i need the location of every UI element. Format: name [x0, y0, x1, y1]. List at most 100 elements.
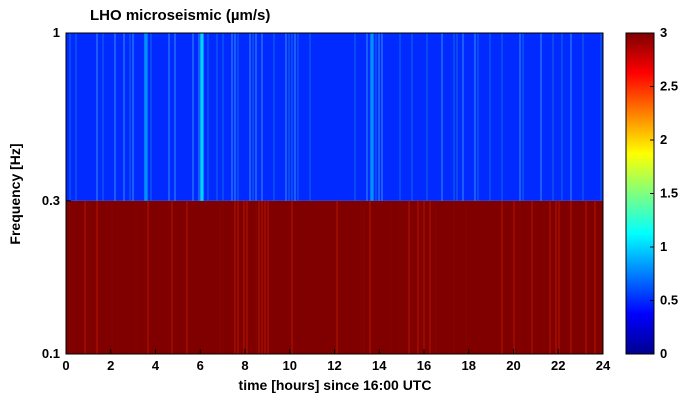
y-tick-label: 0.3 — [42, 193, 60, 208]
heatmap-cell — [558, 200, 560, 354]
heatmap-cell — [96, 200, 98, 354]
heatmap-cell — [411, 33, 413, 201]
heatmap-cell — [261, 200, 263, 354]
heatmap-cell — [462, 33, 464, 201]
heatmap-highlight-column — [370, 33, 374, 201]
heatmap-cell — [243, 200, 245, 354]
heatmap-cell — [234, 33, 236, 201]
heatmap-cell — [423, 200, 425, 354]
heatmap-cell — [309, 33, 311, 201]
heatmap-cell — [111, 200, 113, 354]
heatmap-highlight-column — [144, 33, 148, 201]
heatmap-cell — [105, 200, 107, 354]
heatmap-cell — [441, 33, 443, 201]
colorbar-gradient — [625, 32, 655, 355]
heatmap — [65, 32, 604, 355]
heatmap-cell — [84, 200, 86, 354]
heatmap-cell — [600, 33, 602, 201]
heatmap-cell — [366, 33, 368, 201]
heatmap-cell — [285, 33, 287, 201]
x-tick-label: 14 — [372, 358, 387, 373]
x-tick-label: 4 — [152, 358, 160, 373]
heatmap-cell — [237, 200, 239, 354]
heatmap-cell — [114, 33, 116, 201]
x-axis-label: time [hours] since 16:00 UTC — [239, 377, 432, 393]
heatmap-cell — [453, 33, 455, 201]
x-tick-label: 22 — [551, 358, 565, 373]
heatmap-cell — [420, 200, 422, 354]
heatmap-cell — [555, 200, 557, 354]
heatmap-highlight-column — [200, 33, 204, 201]
heatmap-cell — [435, 200, 437, 354]
x-axis-ticks: 0 2 4 6 8 10 12 14 16 18 20 22 24 — [62, 349, 611, 373]
heatmap-cell — [288, 33, 290, 201]
heatmap-cell — [171, 200, 173, 354]
heatmap-cell — [246, 200, 248, 354]
heatmap-cell — [519, 33, 521, 201]
heatmap-cell — [255, 33, 257, 201]
heatmap-cell — [96, 33, 98, 201]
heatmap-cell — [222, 33, 224, 201]
heatmap-band-low — [66, 200, 603, 354]
y-axis-ticks: 0.1 0.3 1 — [42, 25, 71, 361]
heatmap-highlights — [144, 33, 374, 201]
heatmap-cell — [75, 33, 77, 201]
heatmap-cell — [531, 200, 533, 354]
heatmap-cell — [402, 200, 404, 354]
heatmap-cell — [399, 200, 401, 354]
heatmap-cell — [489, 33, 491, 201]
heatmap-cell — [549, 200, 551, 354]
heatmap-cell — [561, 33, 563, 201]
heatmap-cell — [522, 33, 524, 201]
heatmap-cell — [255, 200, 257, 354]
heatmap-cell — [390, 200, 392, 354]
heatmap-cell — [267, 200, 269, 354]
heatmap-cell — [594, 200, 596, 354]
colorbar-tick-label: 1.5 — [660, 186, 678, 201]
heatmap-cell — [231, 33, 233, 201]
heatmap-cell — [117, 200, 119, 354]
heatmap-cell — [540, 33, 542, 201]
heatmap-cell — [552, 33, 554, 201]
chart-title: LHO microseismic (µm/s) — [90, 7, 270, 24]
colorbar-tick-label: 1 — [660, 239, 667, 254]
x-tick-label: 8 — [241, 358, 248, 373]
heatmap-cell — [519, 200, 521, 354]
heatmap-cell — [297, 33, 299, 201]
x-tick-label: 0 — [62, 358, 69, 373]
heatmap-cell — [264, 200, 266, 354]
heatmap-cell — [570, 200, 572, 354]
heatmap-cell — [234, 200, 236, 354]
heatmap-cell — [219, 200, 221, 354]
heatmap-cell — [168, 33, 170, 201]
heatmap-cell — [477, 33, 479, 201]
heatmap-cell — [600, 200, 602, 354]
heatmap-cell — [453, 200, 455, 354]
heatmap-cell — [249, 33, 251, 201]
heatmap-cell — [174, 33, 176, 201]
x-tick-label: 16 — [417, 358, 431, 373]
colorbar-tick-label: 3 — [660, 25, 667, 40]
heatmap-cell — [417, 200, 419, 354]
heatmap-cell — [465, 200, 467, 354]
heatmap-cell — [258, 200, 260, 354]
heatmap-cell — [252, 33, 254, 201]
heatmap-cell — [135, 200, 137, 354]
heatmap-cell — [399, 33, 401, 201]
heatmap-cell — [216, 33, 218, 201]
heatmap-cell — [192, 33, 194, 201]
x-tick-label: 20 — [506, 358, 520, 373]
heatmap-cell — [501, 200, 503, 354]
heatmap-cell — [585, 200, 587, 354]
heatmap-cell — [534, 200, 536, 354]
heatmap-cell — [69, 200, 71, 354]
x-tick-label: 12 — [327, 358, 341, 373]
heatmap-cell — [90, 200, 92, 354]
x-tick-label: 10 — [283, 358, 297, 373]
heatmap-cell — [237, 33, 239, 201]
heatmap-cell — [261, 33, 263, 201]
colorbar-tick-label: 2 — [660, 132, 667, 147]
heatmap-cell — [408, 200, 410, 354]
heatmap-cell — [456, 33, 458, 201]
